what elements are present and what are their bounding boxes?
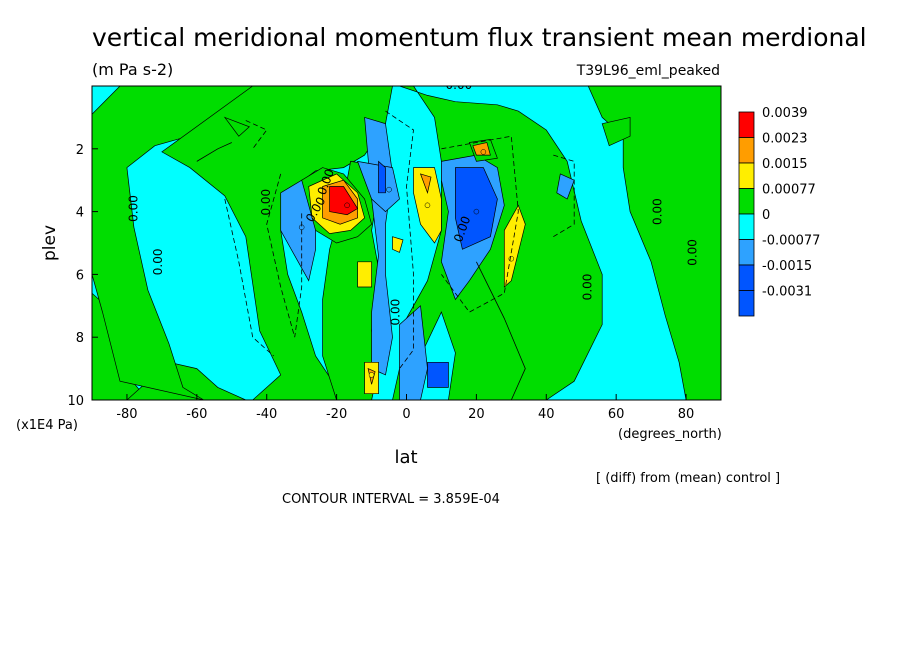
- y-tick-label: 8: [76, 331, 84, 346]
- contour-region-15: [455, 167, 498, 250]
- x-tick-label: -80: [116, 407, 137, 422]
- y-axis: 2 4 6 8 10: [67, 143, 98, 409]
- contour-region-14: [399, 305, 428, 400]
- dataset-label: T39L96_eml_peaked: [576, 63, 720, 79]
- legend-swatch: [738, 290, 755, 317]
- footnote: [ (diff) from (mean) control ]: [596, 471, 780, 486]
- dashed-contour-1: [224, 198, 274, 357]
- contour-label: 0.00: [446, 78, 473, 92]
- y-tick-label: 6: [76, 268, 84, 283]
- x-axis: -80 -60 -40 -20 0 20 40 60 80: [116, 394, 694, 422]
- feature-marks: [298, 149, 515, 378]
- contour-label: 0.00: [126, 195, 140, 222]
- dashed-contour-3: [441, 135, 519, 313]
- dashed-contour-4: [553, 154, 575, 238]
- contour-region-30: [427, 361, 449, 388]
- legend-swatch: [738, 111, 755, 138]
- contour-region-22: [419, 173, 432, 195]
- legend-label: 0.0039: [762, 106, 808, 121]
- chart-units: (m Pa s-2): [92, 60, 173, 79]
- contour-label: 0.00: [151, 248, 165, 275]
- dashed-contour-2: [385, 110, 414, 369]
- legend-swatch: [738, 137, 755, 164]
- contour-region-25: [503, 204, 526, 288]
- feature-nh-negative-max: [473, 208, 480, 215]
- y-tick-label: 4: [76, 206, 84, 221]
- color-legend: 0.0039 0.0023 0.0015 0.00077 0 -0.00077 -0.001…: [738, 106, 820, 317]
- contour-label: 0.00: [686, 239, 700, 266]
- contour-region-27: [392, 236, 404, 253]
- contour-label: 0.00: [651, 198, 665, 225]
- legend-swatch: [738, 264, 755, 291]
- contour-label: 0.00: [581, 274, 595, 301]
- contour-fill-layers: [92, 86, 721, 400]
- legend-swatch: [738, 213, 755, 240]
- legend-label: 0.00077: [762, 183, 816, 198]
- plot-area: 0.000.000.00 0.000.000.000.000.000.000.00…: [92, 78, 721, 400]
- legend-swatch: [738, 188, 755, 215]
- legend-swatch: [738, 239, 755, 266]
- x-tick-label: -40: [256, 407, 277, 422]
- legend-swatch: [738, 162, 755, 189]
- contour-region-7: [601, 116, 631, 147]
- legend-label: 0.0023: [762, 132, 808, 147]
- contour-region-8: [223, 116, 250, 137]
- legend-label: -0.0031: [762, 285, 812, 300]
- contour-region-20: [329, 186, 359, 216]
- legend-label: -0.00077: [762, 234, 820, 249]
- contour-region-26: [357, 261, 372, 288]
- dashed-contour-0: [266, 173, 303, 338]
- x-units-label: (degrees_north): [618, 427, 722, 442]
- feature-sh-positive-max: [344, 202, 350, 209]
- x-tick-label: 20: [468, 407, 485, 422]
- x-tick-label: 60: [608, 407, 625, 422]
- contour-region-13: [556, 173, 575, 200]
- contour-label: 0.00: [389, 299, 403, 326]
- feature-eq-negative-south: [386, 186, 392, 193]
- contour-region-16: [378, 160, 386, 194]
- x-tick-label: 40: [538, 407, 555, 422]
- legend-label: 0: [762, 208, 770, 223]
- chart-title: vertical meridional momentum flux transi…: [92, 23, 867, 52]
- x-tick-label: -20: [326, 407, 347, 422]
- legend-label: 0.0015: [762, 157, 808, 172]
- y-axis-label: plev: [40, 225, 60, 261]
- x-tick-label: 80: [678, 407, 695, 422]
- legend-label: -0.0015: [762, 259, 812, 274]
- y-tick-label: 2: [76, 143, 84, 158]
- x-axis-label: lat: [394, 447, 417, 468]
- solid-contour-1: [196, 142, 232, 162]
- contour-label: 0.00: [259, 189, 273, 216]
- contour-lines: [196, 110, 575, 400]
- y-tick-label: 10: [67, 394, 84, 409]
- contour-interval: CONTOUR INTERVAL = 3.859E-04: [282, 492, 500, 507]
- feature-nh-positive-upper: [480, 149, 487, 155]
- y-units-label: (x1E4 Pa): [16, 418, 78, 433]
- x-tick-label: -60: [186, 407, 207, 422]
- feature-surface-positive: [368, 372, 375, 378]
- contour-region-3: [161, 86, 393, 400]
- feature-eq-positive-north: [424, 202, 431, 209]
- x-tick-label: 0: [402, 407, 410, 422]
- solid-contour-0: [476, 261, 526, 400]
